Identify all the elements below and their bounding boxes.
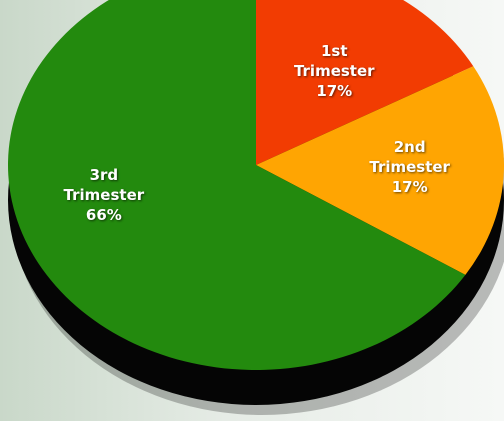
slice-label: 1st Trimester 17%: [286, 41, 382, 101]
value-label: 17%: [391, 177, 428, 196]
category-label: 2nd Trimester: [369, 137, 450, 176]
value-label: 66%: [85, 205, 122, 224]
pie-slice: [256, 66, 504, 275]
pie-slice: [8, 0, 466, 370]
pie-slice: [256, 0, 474, 165]
category-label: 1st Trimester: [293, 41, 375, 80]
slice-label: 3rd Trimester 66%: [56, 165, 152, 225]
slice-label: 2nd Trimester 17%: [362, 137, 458, 197]
category-label: 3rd Trimester: [63, 165, 145, 204]
value-label: 17%: [316, 81, 353, 100]
